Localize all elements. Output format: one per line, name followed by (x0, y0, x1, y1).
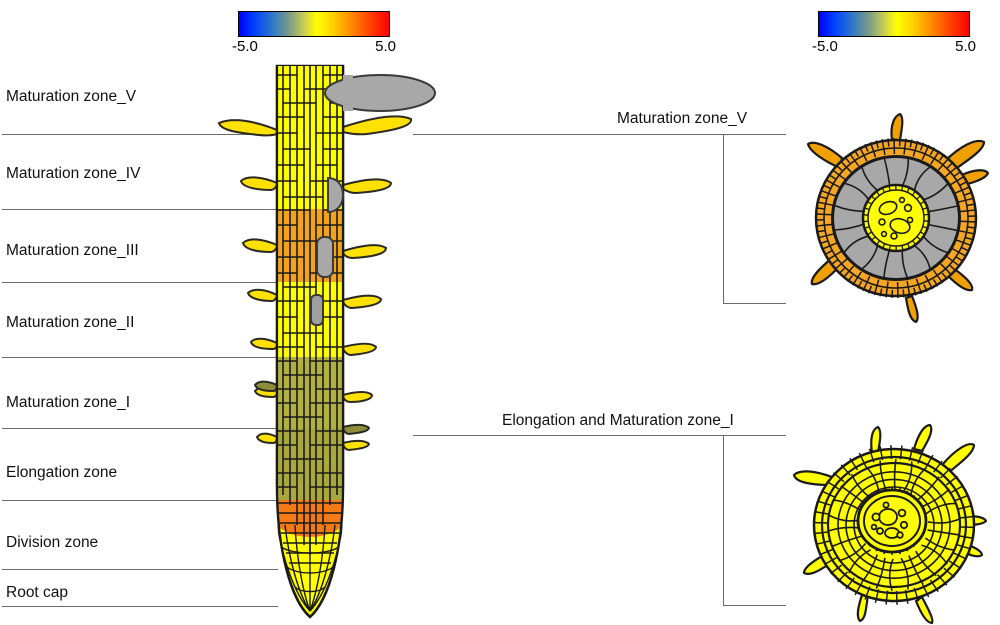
callout-bracket-0 (723, 134, 724, 303)
cross-section-maturation-zone-v (798, 118, 998, 318)
colorbar-left-min-label: -5.0 (232, 38, 258, 55)
zone-label-0: Maturation zone_V (6, 88, 136, 106)
colorbar-left-ticks: -5.0 5.0 (238, 37, 390, 55)
zone-label-4: Maturation zone_I (6, 394, 130, 412)
colorbar-right-max-label: 5.0 (955, 38, 976, 55)
callout-bottom-line-1 (723, 605, 786, 606)
callout-label-0: Maturation zone_V (617, 110, 747, 128)
colorbar-left-max-label: 5.0 (375, 38, 396, 55)
zone-label-1: Maturation zone_IV (6, 165, 140, 183)
cross-section-elongation-maturation-zone-i (796, 425, 996, 620)
root-body (265, 66, 355, 625)
zone-label-6: Division zone (6, 534, 98, 552)
colorbar-left: -5.0 5.0 (238, 11, 390, 55)
colorbar-right-gradient (818, 11, 970, 37)
colorbar-right-ticks: -5.0 5.0 (818, 37, 970, 55)
lateral-root-primordium-4 (311, 295, 323, 325)
colorbar-right: -5.0 5.0 (818, 11, 970, 55)
zone-label-7: Root cap (6, 584, 68, 602)
zone-label-5: Elongation zone (6, 464, 117, 482)
callout-bracket-1 (723, 435, 724, 605)
root-longitudinal-section (225, 55, 475, 625)
callout-bottom-line-0 (723, 303, 786, 304)
colorbar-right-min-label: -5.0 (812, 38, 838, 55)
lateral-root-primordium-1 (325, 75, 435, 111)
colorbar-left-gradient (238, 11, 390, 37)
callout-label-1: Elongation and Maturation zone_I (502, 412, 734, 430)
lateral-root-primordium-3 (317, 237, 333, 277)
zone-label-3: Maturation zone_II (6, 314, 134, 332)
zone-label-2: Maturation zone_III (6, 242, 139, 260)
